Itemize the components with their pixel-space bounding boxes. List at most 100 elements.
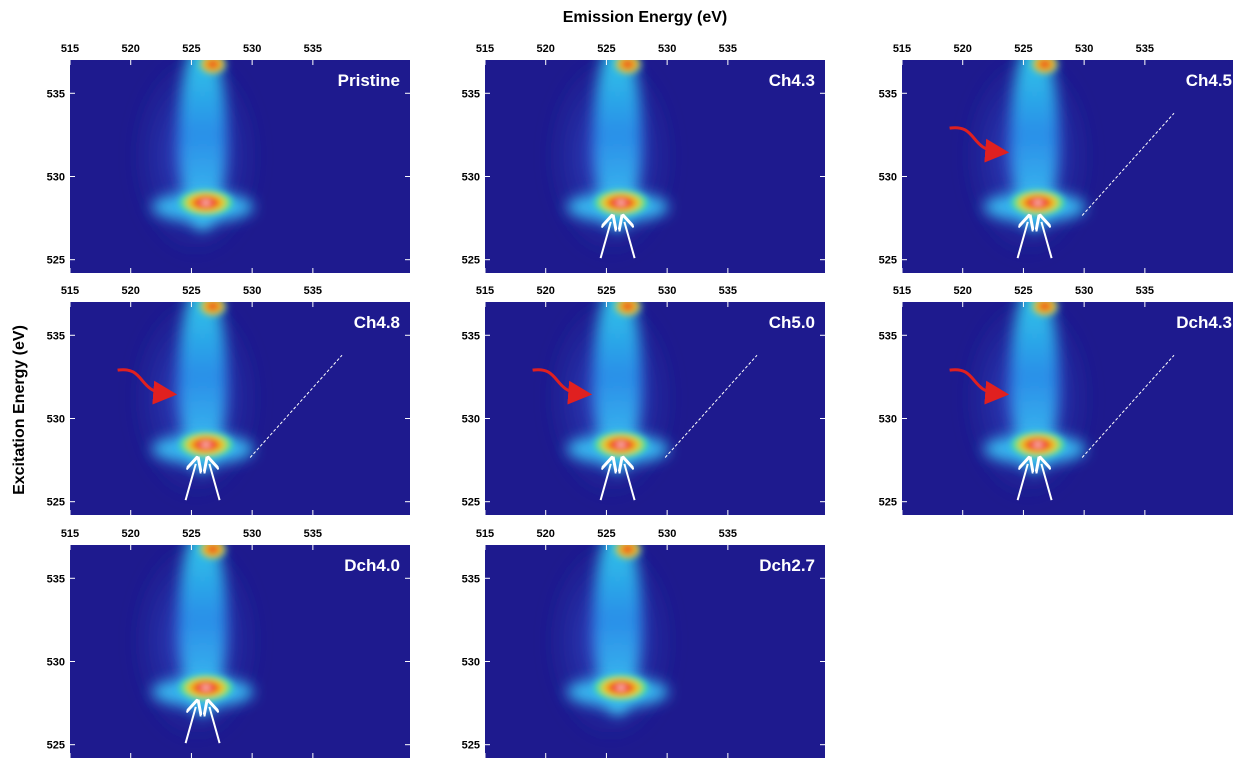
y-tick-label: 525	[462, 740, 480, 752]
heatmap-column	[593, 60, 642, 231]
panel-title: Ch5.0	[769, 313, 815, 332]
x-tick-label: 525	[597, 528, 615, 540]
annotation-arrow	[117, 368, 178, 405]
panel: 515 520 525 530 535 525 530 535 Ch5.0	[462, 285, 825, 515]
heatmap-column	[593, 302, 642, 473]
heatmap	[70, 545, 410, 758]
heatmap-top	[1027, 302, 1062, 320]
x-tick-label: 535	[719, 528, 737, 540]
heatmap-top	[195, 545, 230, 563]
annotation-arrow	[949, 368, 1010, 405]
y-tick-label: 530	[879, 413, 897, 425]
panel-title: Ch4.8	[354, 313, 400, 332]
panel: 515 520 525 530 535 525 530 535 Ch4.8	[47, 285, 410, 515]
heatmap-top	[195, 60, 230, 78]
x-tick-label: 525	[182, 528, 200, 540]
heatmap	[485, 545, 825, 758]
panel: 515 520 525 530 535 525 530 535 Ch4.3	[462, 43, 825, 273]
x-tick-label: 520	[954, 285, 972, 297]
x-tick-label: 535	[304, 43, 322, 55]
heatmap-column	[178, 60, 227, 231]
annotation-arrow	[599, 222, 611, 259]
x-tick-label: 515	[893, 285, 911, 297]
x-tick-label: 515	[893, 43, 911, 55]
x-tick-label: 520	[537, 528, 555, 540]
panel: 515 520 525 530 535 525 530 535 Dch4.3	[879, 285, 1233, 515]
annotation-arrow	[624, 222, 636, 259]
x-tick-label: 520	[537, 43, 555, 55]
heatmap-column	[178, 545, 227, 716]
y-tick-label: 525	[462, 255, 480, 267]
heatmap-column	[1010, 302, 1059, 473]
x-axis-title: Emission Energy (eV)	[563, 9, 728, 26]
x-tick-label: 525	[1014, 43, 1032, 55]
x-tick-label: 515	[61, 43, 79, 55]
x-tick-label: 515	[476, 43, 494, 55]
heatmap-hotspot	[175, 429, 237, 460]
x-tick-label: 535	[304, 528, 322, 540]
panel: 515 520 525 530 535 525 530 535 Dch4.0	[47, 528, 410, 758]
panel-title: Dch2.7	[759, 556, 815, 575]
heatmap-column	[593, 545, 642, 716]
x-tick-label: 530	[1075, 285, 1093, 297]
panel-title: Ch4.3	[769, 71, 815, 90]
y-tick-label: 530	[47, 413, 65, 425]
y-tick-label: 525	[47, 740, 65, 752]
y-axis-title: Excitation Energy (eV)	[11, 325, 28, 495]
x-tick-label: 525	[597, 43, 615, 55]
heatmap-top	[195, 302, 230, 320]
y-tick-label: 530	[462, 171, 480, 183]
panel-title: Pristine	[338, 71, 400, 90]
y-tick-label: 525	[879, 497, 897, 509]
heatmap-top	[1027, 60, 1062, 78]
annotation-arrow	[1041, 464, 1053, 501]
heatmap-column	[178, 302, 227, 473]
y-tick-label: 530	[462, 656, 480, 668]
x-tick-label: 535	[1136, 285, 1154, 297]
heatmap-hotspot	[175, 187, 237, 218]
y-tick-label: 525	[47, 255, 65, 267]
panel: 515 520 525 530 535 525 530 535 Pristine	[47, 43, 410, 273]
annotation-line	[1081, 112, 1175, 216]
x-tick-label: 530	[658, 528, 676, 540]
x-tick-label: 515	[476, 285, 494, 297]
x-tick-label: 520	[122, 528, 140, 540]
y-tick-label: 535	[462, 330, 480, 342]
heatmap	[902, 302, 1233, 515]
x-tick-label: 535	[719, 43, 737, 55]
annotation-arrow	[624, 464, 636, 501]
y-tick-label: 525	[879, 255, 897, 267]
x-tick-label: 525	[1014, 285, 1032, 297]
annotation-arrow	[599, 464, 611, 501]
annotation-arrow	[949, 126, 1010, 163]
annotation-arrow	[209, 464, 221, 501]
heatmap-hotspot	[590, 429, 652, 460]
heatmap-hotspot	[590, 187, 652, 218]
heatmap	[902, 60, 1233, 273]
heatmap-hotspot	[590, 672, 652, 703]
panel-title: Ch4.5	[1186, 71, 1232, 90]
y-tick-label: 535	[879, 88, 897, 100]
heatmap-hotspot	[1007, 429, 1069, 460]
x-tick-label: 530	[1075, 43, 1093, 55]
annotation-line	[664, 354, 758, 458]
heatmap-hotspot	[175, 672, 237, 703]
y-tick-label: 530	[47, 656, 65, 668]
heatmap-top	[610, 302, 645, 320]
y-tick-label: 525	[47, 497, 65, 509]
heatmap-top	[610, 60, 645, 78]
x-tick-label: 530	[243, 528, 261, 540]
x-tick-label: 515	[61, 285, 79, 297]
x-tick-label: 535	[719, 285, 737, 297]
y-tick-label: 530	[462, 413, 480, 425]
heatmap	[485, 60, 825, 273]
x-tick-label: 530	[243, 43, 261, 55]
heatmap-top	[610, 545, 645, 563]
heatmap	[70, 60, 410, 273]
x-tick-label: 525	[597, 285, 615, 297]
annotation-arrow	[209, 707, 221, 744]
heatmap	[485, 302, 825, 515]
panel: 515 520 525 530 535 525 530 535 Dch2.7	[462, 528, 825, 758]
y-tick-label: 530	[879, 171, 897, 183]
